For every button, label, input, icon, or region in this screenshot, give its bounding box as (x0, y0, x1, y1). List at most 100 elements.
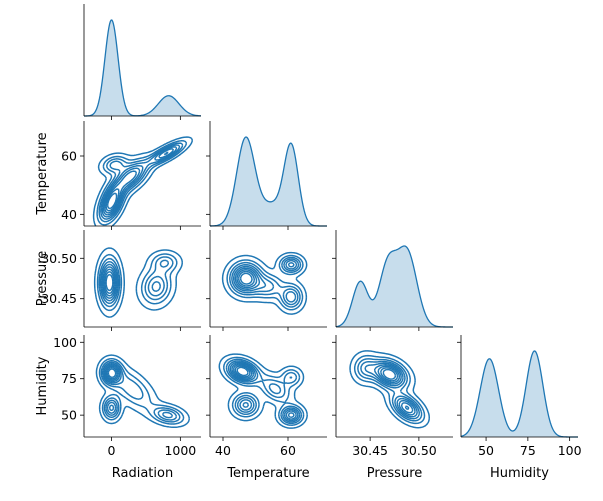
contour-level-6 (373, 364, 416, 416)
axes-temperature-pressure (206, 230, 327, 331)
contour-level-7 (104, 151, 169, 214)
contour-level-9 (239, 272, 253, 285)
y-axis-label-temperature: Temperature (35, 132, 50, 215)
contour-level-4 (100, 144, 181, 220)
axes-humidity-humidity: 50 75 100 (457, 335, 582, 458)
y-tick-label: 75 (61, 371, 77, 386)
x-axis-label-temperature: Temperature (226, 466, 309, 481)
x-tick-label: 100 (558, 443, 582, 458)
kde-contour-panel-temperature-pressure (221, 251, 308, 315)
contour-level-4 (227, 360, 301, 423)
axes-temperature-temperature (206, 121, 327, 230)
contour-level-1 (349, 350, 431, 429)
kde-curve-radiation (83, 19, 202, 117)
axes-temperature-humidity: 40 60 (206, 335, 327, 458)
contour-level-6 (231, 362, 297, 420)
contour-level-6 (102, 266, 117, 299)
contour-level-2 (96, 253, 178, 312)
contour-level-5 (232, 259, 298, 303)
contour-level-2 (353, 354, 426, 425)
contour-level-4 (231, 258, 300, 306)
x-tick-label: 75 (520, 443, 536, 458)
contour-level-3 (229, 256, 302, 308)
y-tick-label: 60 (61, 149, 77, 164)
contour-level-9 (107, 368, 117, 379)
contour-level-8 (237, 270, 256, 287)
x-tick-label: 30.50 (401, 443, 437, 458)
y-tick-label: 100 (53, 335, 77, 350)
y-tick-label: 30.50 (41, 251, 77, 266)
axes-radiation-radiation (83, 4, 201, 120)
contour-level-7 (103, 268, 116, 297)
contour-level-8 (105, 188, 120, 212)
contour-level-3 (98, 256, 174, 308)
contour-level-9 (382, 368, 397, 380)
contour-level-5 (229, 361, 299, 422)
contour-level-1 (95, 354, 190, 429)
contour-level-2 (98, 357, 185, 425)
kde-panel-temperature (209, 136, 327, 227)
x-tick-label: 1000 (164, 443, 196, 458)
contour-level-4 (101, 361, 178, 421)
contour-level-4 (360, 360, 421, 420)
y-tick-label: 30.45 (41, 291, 77, 306)
x-tick-label: 60 (280, 443, 296, 458)
kde-contour-panel-radiation-humidity (95, 354, 190, 429)
contour-level-1 (92, 136, 194, 227)
contour-level-8 (234, 365, 251, 378)
kde-contour-panel-pressure-humidity (349, 350, 431, 429)
contour-level-9 (105, 273, 114, 292)
axes-radiation-temperature: 40 60 (61, 121, 201, 230)
kde-panel-radiation (83, 19, 202, 117)
x-axis-label-radiation: Radiation (112, 466, 173, 481)
contour-level-1 (221, 251, 308, 315)
kde-curve-pressure (335, 245, 453, 328)
contour-level-5 (103, 363, 173, 419)
contour-level-8 (106, 366, 118, 380)
kde-panel-pressure (335, 245, 453, 328)
axes-pressure-pressure (332, 230, 453, 331)
contour-level-6 (102, 148, 174, 216)
contour-level-3 (98, 142, 184, 223)
axes-radiation-pressure: 30.45 30.50 (41, 230, 201, 331)
y-tick-label: 50 (61, 408, 77, 423)
contour-level-3 (100, 360, 181, 423)
contour-level-9 (236, 366, 249, 377)
contour-level-2 (96, 140, 188, 226)
kde-panel-humidity (460, 350, 578, 438)
y-axis-label-humidity: Humidity (35, 356, 50, 415)
axes-radiation-humidity: 0 1000 50 75 100 (53, 335, 201, 458)
contour-level-5 (364, 362, 418, 418)
contour-level-1 (93, 247, 183, 318)
contour-level-7 (377, 365, 414, 414)
contour-level-9 (106, 192, 118, 210)
x-axis-label-humidity: Humidity (490, 466, 549, 481)
x-tick-label: 40 (215, 443, 231, 458)
contour-level-3 (357, 358, 423, 422)
kde-curve-temperature (209, 136, 327, 227)
contour-level-5 (100, 263, 161, 302)
contour-level-2 (223, 356, 305, 426)
contour-level-8 (380, 367, 410, 411)
kde-fill-pressure (336, 246, 453, 327)
contour-level-5 (101, 146, 178, 218)
axes-pressure-humidity: 30.45 30.50 (332, 335, 453, 458)
contour-level-7 (236, 269, 258, 289)
kde-fill-radiation (84, 20, 201, 116)
kde-fill-humidity (461, 351, 578, 437)
kde-curve-humidity (460, 350, 578, 438)
kde-contour-panel-radiation-pressure (93, 247, 183, 318)
contour-level-4 (99, 259, 169, 305)
x-axis-label-pressure: Pressure (367, 466, 423, 481)
contour-level-7 (232, 364, 295, 418)
x-tick-label: 30.45 (352, 443, 388, 458)
contour-level-7 (105, 365, 120, 381)
x-tick-label: 50 (478, 443, 494, 458)
contour-level-1 (218, 353, 308, 429)
contour-level-6 (104, 364, 121, 412)
contour-level-8 (104, 271, 115, 295)
y-tick-label: 40 (61, 207, 77, 222)
contour-level-2 (226, 254, 304, 311)
kde-contour-panel-temperature-humidity (218, 353, 308, 429)
